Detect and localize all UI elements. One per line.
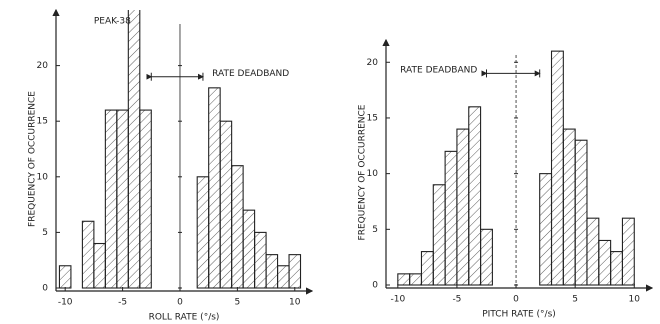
y-tick-label: 5 <box>42 228 48 238</box>
bar <box>265 254 279 289</box>
bars <box>58 10 302 289</box>
bar <box>127 10 141 289</box>
x-tick-label: 5 <box>235 298 241 308</box>
y-axis-title: FREQUENCY OF OCCURRENCE <box>28 91 38 227</box>
bar <box>610 251 623 286</box>
bar <box>277 265 290 289</box>
x-tick-label: 10 <box>629 295 641 305</box>
bar <box>93 242 106 289</box>
bar <box>208 87 221 289</box>
y-tick-label: 15 <box>37 117 48 127</box>
bar <box>444 150 458 286</box>
y-tick-label: 20 <box>37 61 49 71</box>
bar <box>586 217 600 286</box>
y-tick-label: 0 <box>42 284 48 294</box>
y-tick-label: 5 <box>372 225 378 235</box>
bar <box>574 139 588 286</box>
x-tick-label: 10 <box>289 298 301 308</box>
bar <box>116 109 129 289</box>
x-tick-label: -10 <box>58 298 73 308</box>
bar <box>254 231 267 289</box>
y-axis-title: FREQUENCY OF OCCURRENCE <box>358 104 368 240</box>
bar <box>139 109 152 289</box>
y-tick-label: 10 <box>37 172 49 182</box>
bar <box>409 273 423 286</box>
bar <box>231 165 244 289</box>
bars <box>397 50 635 286</box>
bar <box>468 106 482 286</box>
bar <box>456 128 470 286</box>
bar <box>420 251 434 286</box>
x-tick-label: -10 <box>390 295 405 305</box>
x-tick-label: 0 <box>513 295 519 305</box>
annotation: PEAK-38 <box>94 17 131 27</box>
bar <box>432 184 446 286</box>
bar <box>104 109 118 289</box>
bar <box>397 273 411 286</box>
bar <box>562 128 576 286</box>
x-tick-label: 0 <box>177 298 183 308</box>
bar <box>196 176 210 289</box>
bar <box>81 220 95 289</box>
x-tick-label: -5 <box>118 298 127 308</box>
x-axis-title: PITCH RATE (°/s) <box>482 310 556 320</box>
x-axis-title: ROLL RATE (°/s) <box>149 313 220 323</box>
x-tick-label: -5 <box>452 295 461 305</box>
y-tick-label: 15 <box>367 113 378 123</box>
x-tick-label: 5 <box>572 295 578 305</box>
bar <box>58 265 72 289</box>
bar <box>539 173 553 286</box>
annotation: RATE DEADBAND <box>400 66 477 76</box>
bar <box>480 228 493 286</box>
bar <box>598 239 612 286</box>
y-tick-label: 10 <box>367 169 379 179</box>
bar <box>242 209 256 289</box>
y-tick-label: 0 <box>372 281 378 291</box>
bar <box>621 217 635 286</box>
y-tick-label: 20 <box>367 58 379 68</box>
bar <box>219 120 233 289</box>
bar <box>288 254 302 289</box>
bar <box>550 50 564 286</box>
annotation: RATE DEADBAND <box>212 69 289 79</box>
